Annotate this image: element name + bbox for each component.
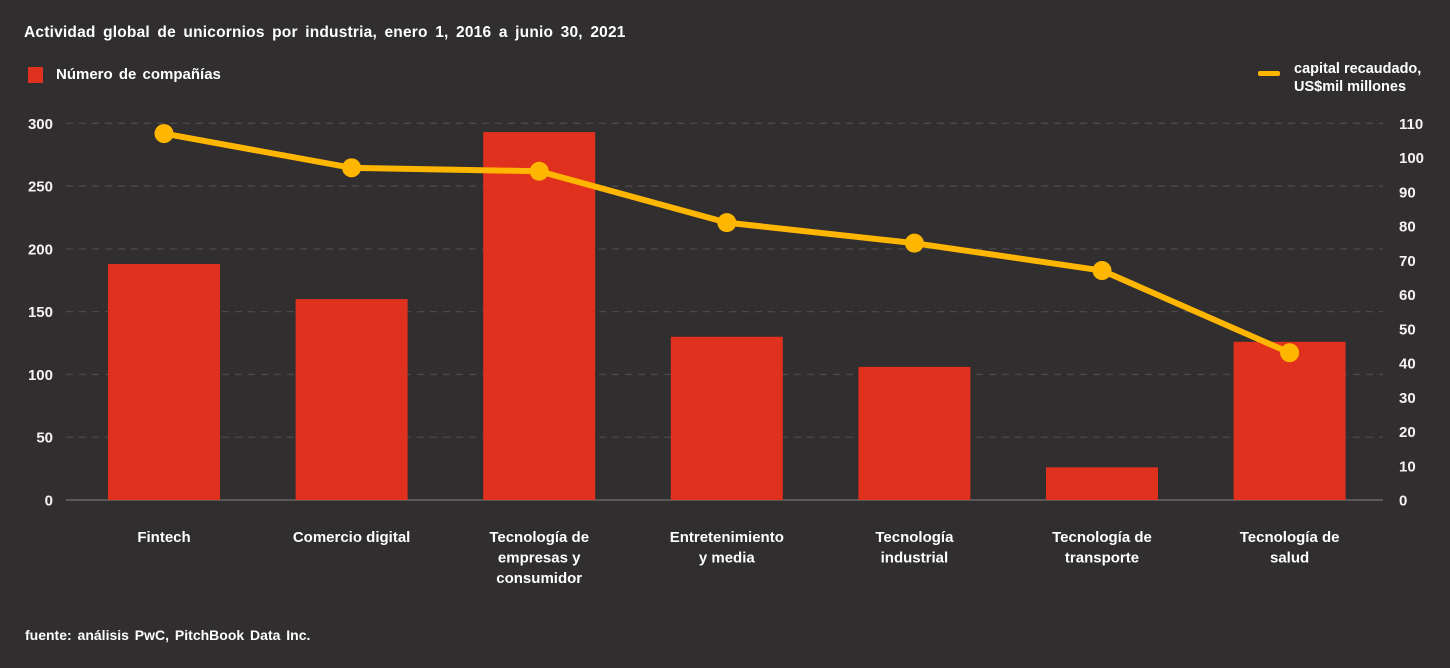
- chart-title: Actividad global de unicornios por indus…: [24, 24, 626, 41]
- legend-companies-label: Número de compañías: [56, 66, 221, 83]
- right-axis-tick-label: 30: [1399, 390, 1416, 407]
- line-point-0: [154, 124, 174, 144]
- bar-3: [670, 336, 783, 500]
- bar-2: [483, 132, 596, 500]
- bar-6: [1233, 341, 1346, 500]
- right-axis-tick-label: 50: [1399, 321, 1416, 338]
- right-axis-tick-label: 110: [1399, 116, 1423, 133]
- bar-4: [858, 366, 971, 500]
- right-axis-tick-label: 80: [1399, 219, 1416, 236]
- category-label-1: Comercio digital: [293, 529, 411, 546]
- category-label-5: Tecnología de transporte: [1052, 529, 1152, 567]
- line-point-5: [1092, 261, 1112, 281]
- right-axis-tick-label: 100: [1399, 150, 1424, 167]
- left-axis-tick-label: 0: [45, 493, 53, 510]
- source-note: fuente: análisis PwC, PitchBook Data Inc…: [25, 627, 311, 643]
- right-axis-tick-label: 70: [1399, 253, 1416, 270]
- category-label-6: Tecnología de salud: [1240, 529, 1340, 567]
- line-point-3: [717, 213, 737, 233]
- category-label-0: Fintech: [137, 529, 190, 546]
- bar-1: [295, 299, 408, 500]
- right-axis-tick-label: 40: [1399, 356, 1416, 373]
- left-axis-tick-label: 200: [28, 241, 53, 258]
- category-label-2: Tecnología de empresas y consumidor: [489, 529, 589, 587]
- right-axis-tick-label: 60: [1399, 287, 1416, 304]
- left-axis-tick-label: 300: [28, 116, 53, 133]
- line-point-2: [529, 161, 549, 181]
- left-axis-tick-label: 100: [28, 367, 53, 384]
- category-label-3: Entretenimiento y media: [670, 529, 784, 567]
- left-axis-tick-label: 50: [36, 430, 53, 447]
- bar-series-swatch-icon: [28, 66, 43, 83]
- left-axis-tick-label: 250: [28, 179, 53, 196]
- legend-capital-label-line2: US$mil millones: [1294, 79, 1407, 95]
- line-point-1: [342, 158, 362, 178]
- right-axis-tick-label: 0: [1399, 493, 1407, 510]
- line-point-4: [904, 233, 924, 253]
- right-axis-tick-label: 20: [1399, 424, 1416, 441]
- line-point-6: [1280, 343, 1300, 363]
- category-label-4: Tecnología industrial: [875, 529, 954, 567]
- line-series-swatch-icon: [1258, 71, 1280, 76]
- legend-companies: Número de compañías: [28, 66, 221, 83]
- bar-0: [108, 263, 220, 500]
- right-axis-tick-label: 10: [1399, 458, 1416, 475]
- left-axis-tick-label: 150: [28, 304, 53, 321]
- legend-capital: capital recaudado, US$mil millones: [1258, 60, 1421, 96]
- bar-5: [1046, 467, 1158, 500]
- legend-capital-label-line1: capital recaudado,: [1294, 61, 1422, 77]
- right-axis-tick-label: 90: [1399, 184, 1416, 201]
- legend-capital-label: capital recaudado, US$mil millones: [1294, 60, 1421, 96]
